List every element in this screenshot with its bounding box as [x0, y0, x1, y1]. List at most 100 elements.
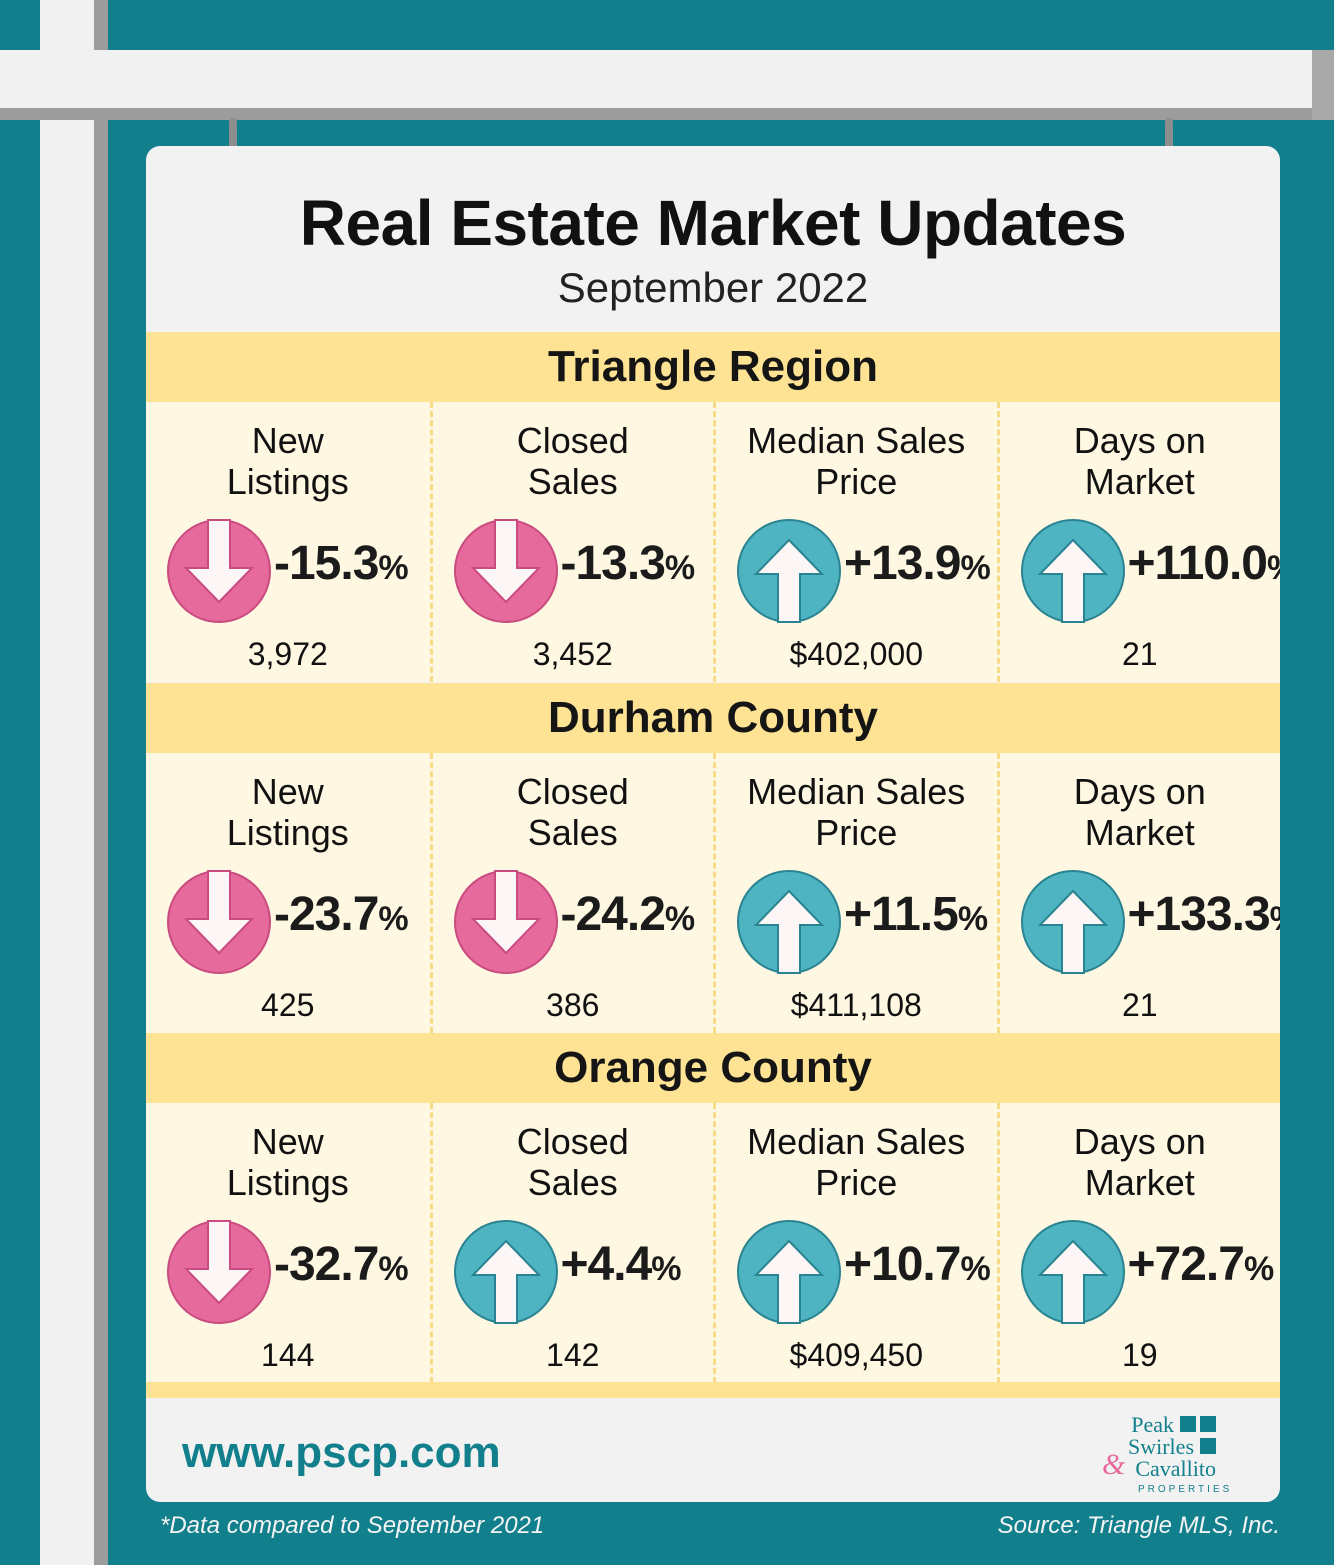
metric-label-line-2: Market: [1084, 1162, 1195, 1203]
logo-line-2: Swirles: [1128, 1434, 1194, 1459]
metric-percent-change: +110.0%: [1128, 536, 1281, 591]
percent-unit: %: [378, 900, 408, 938]
metric-label: Closed Sales: [433, 1121, 714, 1203]
metric-label-line-1: Closed: [516, 771, 629, 812]
up-arrow-icon: [453, 1220, 558, 1324]
percent-unit: %: [378, 1250, 408, 1288]
region-metrics-grid: New Listings -23.7% 425 Closed Sales -24.2% 386…: [146, 753, 1280, 1033]
up-arrow-icon: [1020, 519, 1125, 623]
up-arrow-icon: [1020, 870, 1125, 974]
metric-label-line-2: Listings: [226, 1162, 349, 1203]
region-header: Triangle Region: [146, 332, 1280, 402]
metric-cell: Days on Market +72.7% 19: [996, 1103, 1281, 1383]
region-header: Durham County: [146, 683, 1280, 753]
metric-label-line-2: Market: [1084, 461, 1195, 502]
metric-value: 425: [261, 987, 315, 1023]
metric-value: 3,972: [247, 636, 328, 672]
metric-value: 21: [1121, 636, 1158, 672]
percent-value: -15.3: [274, 537, 379, 590]
metric-percent-change: -15.3%: [274, 536, 409, 591]
bottom-strip: [146, 1382, 1280, 1398]
metric-cell: Closed Sales +4.4% 142: [429, 1103, 714, 1383]
metric-label-line-2: Price: [815, 812, 898, 853]
metric-label: New Listings: [146, 771, 430, 853]
down-arrow-icon: [167, 519, 271, 623]
metric-label-line-1: Days on: [1073, 1121, 1206, 1162]
metric-cell: New Listings -15.3% 3,972: [146, 402, 430, 682]
metric-label-line-1: Days on: [1073, 771, 1206, 812]
sign-beam-end: [1312, 50, 1334, 120]
down-arrow-icon: [167, 1220, 271, 1324]
percent-value: -23.7: [274, 888, 379, 941]
percent-value: +110.0: [1127, 537, 1268, 590]
metric-label: Closed Sales: [433, 771, 714, 853]
metric-label-line-1: New: [251, 1121, 324, 1162]
metric-cell: Median Sales Price +10.7% $409,450: [713, 1103, 997, 1383]
percent-value: +11.5: [844, 888, 959, 941]
metric-value: $402,000: [789, 636, 923, 672]
metric-percent-change: -24.2%: [560, 887, 696, 942]
metric-cell: New Listings -32.7% 144: [146, 1103, 430, 1383]
data-source: Source: Triangle MLS, Inc.: [997, 1512, 1280, 1539]
metric-percent-change: +13.9%: [844, 536, 991, 591]
website-link[interactable]: www.pscp.com: [182, 1428, 501, 1477]
metric-label-line-2: Sales: [527, 461, 618, 502]
region-metrics-grid: New Listings -15.3% 3,972 Closed Sales -13.3% 3…: [146, 402, 1280, 682]
down-arrow-icon: [453, 870, 558, 974]
percent-unit: %: [664, 900, 695, 938]
metric-value: 142: [546, 1337, 600, 1373]
metric-label-line-2: Listings: [226, 461, 349, 502]
metric-percent-change: -23.7%: [274, 887, 409, 942]
percent-value: +10.7: [844, 1238, 961, 1291]
metric-label: Median Sales Price: [716, 1121, 997, 1203]
metric-cell: Closed Sales -24.2% 386: [429, 753, 714, 1033]
percent-value: +133.3: [1127, 888, 1271, 941]
logo-square: [1200, 1416, 1216, 1432]
metric-value: $409,450: [789, 1337, 923, 1373]
metric-value: 3,452: [532, 636, 613, 672]
percent-value: -32.7: [274, 1238, 379, 1291]
footnote: *Data compared to September 2021: [160, 1512, 545, 1539]
metric-label-line-1: New: [251, 420, 324, 461]
metric-percent-change: +11.5%: [844, 887, 988, 942]
metric-label: Days on Market: [1000, 1121, 1281, 1203]
logo-subtitle: PROPERTIES: [1138, 1484, 1233, 1495]
metric-value: 21: [1121, 987, 1158, 1023]
region-metrics-grid: New Listings -32.7% 144 Closed Sales +4.4% 142 M…: [146, 1103, 1280, 1383]
percent-value: +4.4: [560, 1238, 653, 1291]
percent-unit: %: [1267, 549, 1280, 587]
metric-cell: Median Sales Price +13.9% $402,000: [713, 402, 997, 682]
metric-percent-change: -32.7%: [274, 1237, 409, 1292]
metric-label: Days on Market: [1000, 420, 1281, 502]
percent-unit: %: [1243, 1250, 1274, 1288]
percent-unit: %: [651, 1250, 681, 1288]
metric-label-line-1: Closed: [516, 1121, 629, 1162]
company-logo: Peak Swirles & Cavallito PROPERTIES: [1102, 1412, 1260, 1498]
percent-value: -13.3: [560, 537, 666, 590]
logo-square: [1200, 1438, 1216, 1454]
sign-beam-shadow: [0, 108, 1312, 120]
percent-value: +72.7: [1127, 1238, 1245, 1291]
metric-label-line-1: Days on: [1073, 420, 1206, 461]
metric-label-line-2: Sales: [527, 1162, 618, 1203]
up-arrow-icon: [737, 519, 841, 623]
market-update-sign: Real Estate Market Updates September 202…: [146, 146, 1280, 1502]
metric-percent-change: +10.7%: [844, 1237, 991, 1292]
metric-label-line-2: Price: [815, 461, 898, 502]
percent-value: -24.2: [560, 888, 666, 941]
metric-label: Closed Sales: [433, 420, 714, 502]
down-arrow-icon: [453, 519, 558, 623]
metric-label: New Listings: [146, 1121, 430, 1203]
down-arrow-icon: [167, 870, 271, 974]
metric-percent-change: -13.3%: [560, 536, 696, 591]
up-arrow-icon: [737, 1220, 841, 1324]
metric-cell: New Listings -23.7% 425: [146, 753, 430, 1033]
metric-cell: Closed Sales -13.3% 3,452: [429, 402, 714, 682]
metric-percent-change: +72.7%: [1127, 1237, 1275, 1292]
metric-label-line-2: Sales: [527, 812, 618, 853]
metric-value: 144: [261, 1337, 315, 1373]
logo-line-3: Cavallito: [1135, 1456, 1216, 1481]
percent-unit: %: [960, 1250, 990, 1288]
